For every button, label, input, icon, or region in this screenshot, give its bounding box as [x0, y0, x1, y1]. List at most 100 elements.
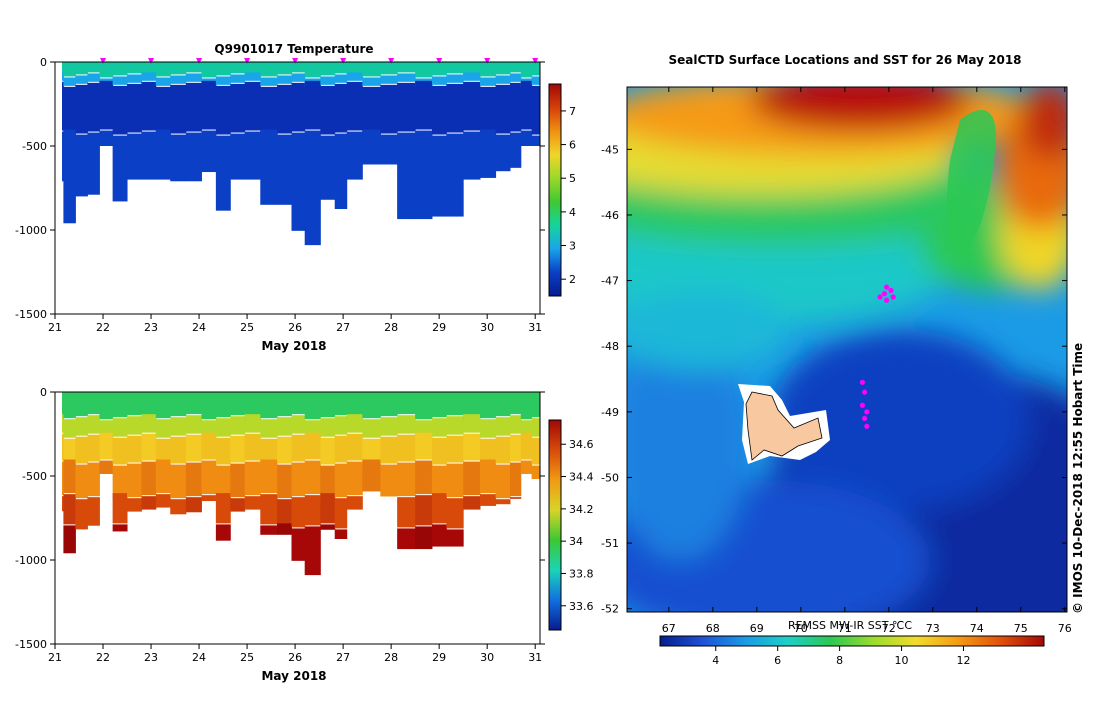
x-tick-label: 29	[432, 321, 446, 334]
profile-cell	[87, 497, 100, 526]
lon-tick-label: 68	[706, 622, 720, 635]
salinity-chart: 21 22 23 24 25 26 27 28 29 30 31 0 -500 -1000 -1500 M…	[15, 386, 593, 683]
colorbar-tick-label: 2	[569, 273, 576, 286]
profile-cell	[509, 415, 522, 434]
profile-cell	[415, 460, 433, 495]
profile-cell	[320, 437, 336, 465]
profile-cell	[495, 392, 511, 417]
lon-tick-label: 73	[926, 622, 940, 635]
profile-cell	[509, 462, 522, 497]
profile-cell	[334, 62, 348, 74]
profile-cell	[62, 461, 64, 496]
salinity-x-label: May 2018	[261, 669, 326, 683]
profile-cell	[75, 134, 88, 197]
profile-column	[185, 62, 202, 182]
profile-cell	[431, 85, 447, 135]
profile-column	[141, 392, 157, 510]
profile-cell	[112, 135, 128, 202]
temperature-x-label: May 2018	[261, 339, 326, 353]
surface-location-point	[862, 415, 868, 422]
profile-cell	[230, 392, 246, 416]
profile-cell	[277, 75, 292, 84]
profile-cell	[127, 62, 142, 74]
profile-cell	[415, 80, 433, 130]
profile-cell	[75, 436, 88, 464]
profile-cell	[87, 434, 100, 462]
profile-column	[397, 392, 416, 550]
y-tick-label: -1000	[15, 224, 47, 237]
profile-cell	[141, 414, 157, 433]
profile-cell	[185, 462, 202, 497]
x-tick-label: 29	[432, 651, 446, 664]
profile-cell	[304, 460, 321, 495]
surface-location-point	[884, 297, 890, 303]
profile-cell	[397, 62, 416, 73]
profile-column	[334, 392, 348, 539]
profile-cell	[446, 74, 464, 83]
profile-cell	[112, 524, 128, 532]
profile-cell	[446, 392, 464, 416]
profile-column	[170, 62, 187, 182]
profile-cell	[291, 434, 306, 462]
profile-cell	[63, 438, 76, 466]
profile-column	[509, 62, 522, 168]
profile-cell	[397, 392, 416, 415]
profile-cell	[63, 77, 76, 86]
profile-cell	[479, 494, 497, 506]
profile-cell	[170, 417, 187, 436]
profile-cell	[201, 392, 217, 420]
profile-column	[380, 62, 398, 165]
profile-cell	[320, 524, 336, 530]
profile-cell	[479, 392, 497, 419]
temperature-profile-columns	[62, 62, 541, 246]
x-tick-label: 23	[144, 321, 158, 334]
profile-cell	[509, 132, 522, 168]
profile-cell	[62, 72, 64, 81]
profile-cell	[141, 461, 157, 496]
profile-cell	[87, 132, 100, 195]
profile-cell	[185, 73, 202, 82]
profile-cell	[334, 74, 348, 83]
profile-cell	[62, 81, 64, 131]
surface-marker	[196, 58, 203, 64]
profile-cell	[260, 525, 278, 535]
profile-cell	[155, 494, 171, 508]
lon-tick-label: 76	[1058, 622, 1072, 635]
lon-tick-label: 74	[970, 622, 984, 635]
profile-cell	[112, 76, 128, 85]
kerguelen-island	[745, 391, 823, 461]
profile-cell	[495, 134, 511, 172]
profile-cell	[63, 459, 76, 494]
profile-cell	[346, 461, 363, 496]
profile-cell	[99, 432, 114, 460]
surface-location-point	[859, 379, 866, 385]
profile-cell	[304, 432, 321, 460]
lon-tick-label: 70	[794, 622, 808, 635]
profile-cell	[495, 84, 511, 134]
profile-cell	[277, 84, 292, 134]
profile-cell	[291, 73, 306, 82]
salinity-y-axis: 0 -500 -1000 -1500	[15, 386, 545, 651]
profile-column	[62, 62, 64, 182]
profile-cell	[112, 62, 128, 76]
x-tick-label: 21	[48, 321, 62, 334]
profile-column	[99, 62, 114, 146]
x-tick-label: 24	[192, 321, 206, 334]
profile-cell	[334, 416, 348, 435]
profile-cell	[362, 86, 381, 136]
profile-column	[495, 392, 511, 505]
profile-cell	[141, 433, 157, 461]
profile-column	[87, 62, 100, 195]
profile-cell	[334, 435, 348, 463]
profile-column	[463, 392, 481, 510]
profile-cell	[380, 75, 398, 84]
profile-cell	[112, 85, 128, 135]
surface-location-point	[862, 389, 868, 395]
profile-cell	[155, 419, 171, 438]
y-tick-label: -1500	[15, 308, 47, 321]
colorbar-tick-label: 34.2	[569, 503, 594, 516]
profile-column	[479, 62, 497, 178]
profile-cell	[479, 77, 497, 86]
profile-column	[63, 392, 76, 554]
profile-cell	[63, 419, 76, 438]
